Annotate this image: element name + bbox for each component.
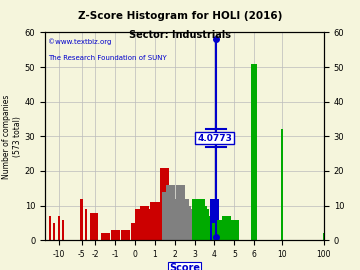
Bar [194,206,203,240]
Bar [62,220,64,240]
Bar [58,216,60,240]
Bar [166,185,175,240]
Bar [251,64,257,240]
Bar [212,223,221,240]
Bar [210,199,219,240]
Bar [168,199,177,240]
Bar [216,220,225,240]
Bar [90,212,92,240]
Bar [323,233,324,240]
Bar [131,223,139,240]
Bar [49,216,51,240]
Bar [180,199,189,240]
Bar [178,199,187,240]
Bar [226,220,235,240]
Bar [190,212,199,240]
Bar [172,206,181,240]
Bar [111,230,120,240]
Bar [101,233,110,240]
Bar [53,223,55,240]
Bar [281,129,283,240]
Bar [184,209,193,240]
Text: ©www.textbiz.org: ©www.textbiz.org [48,39,111,45]
Text: 4.0773: 4.0773 [197,134,232,143]
Bar [140,206,149,240]
Bar [182,206,191,240]
Bar [220,220,229,240]
Bar [93,212,98,240]
Bar [174,202,183,240]
Bar [196,199,205,240]
Bar [145,209,154,240]
Bar [218,220,227,240]
Bar [224,223,233,240]
Bar [206,220,215,240]
Bar [208,223,217,240]
Bar [156,202,164,240]
Bar [202,216,211,240]
Bar [164,192,173,240]
Bar [214,223,223,240]
Text: Z-Score Histogram for HOLI (2016): Z-Score Histogram for HOLI (2016) [78,11,282,21]
Bar [121,230,130,240]
Bar [228,223,237,240]
Y-axis label: Number of companies
(573 total): Number of companies (573 total) [3,94,22,178]
Bar [85,209,87,240]
Bar [200,209,209,240]
Bar [186,209,195,240]
Bar [230,220,239,240]
Bar [188,212,197,240]
Bar [150,202,159,240]
Text: Sector: Industrials: Sector: Industrials [129,30,231,40]
Bar [81,199,82,240]
Bar [192,199,201,240]
Bar [204,216,213,240]
Bar [176,185,185,240]
Text: The Research Foundation of SUNY: The Research Foundation of SUNY [48,55,167,61]
Bar [162,192,171,240]
Bar [160,167,169,240]
Bar [198,206,207,240]
Bar [222,216,231,240]
X-axis label: Score: Score [169,263,200,270]
Bar [170,199,179,240]
Bar [135,209,144,240]
